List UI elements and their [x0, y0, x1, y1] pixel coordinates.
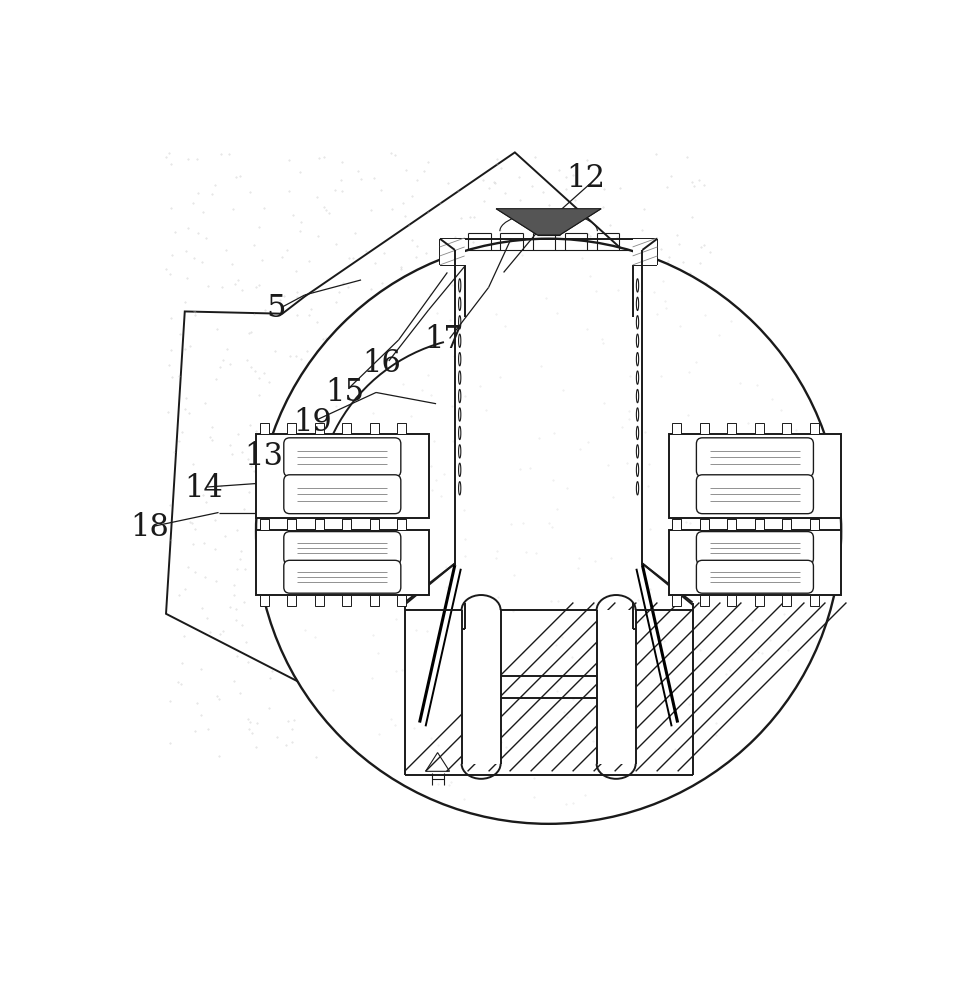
Bar: [370, 595, 378, 606]
Bar: [755, 423, 764, 434]
Bar: [782, 519, 792, 530]
FancyBboxPatch shape: [284, 438, 401, 477]
Bar: [259, 423, 269, 434]
Bar: [287, 423, 296, 434]
Bar: [343, 595, 351, 606]
Bar: [397, 595, 407, 606]
Bar: [370, 519, 378, 530]
Text: 18: 18: [130, 512, 169, 543]
Bar: [782, 518, 792, 528]
Bar: [673, 519, 681, 530]
Bar: [259, 518, 269, 528]
Polygon shape: [166, 152, 713, 760]
Bar: [700, 519, 709, 530]
Bar: [673, 595, 681, 606]
FancyBboxPatch shape: [696, 532, 813, 564]
Text: 15: 15: [325, 377, 364, 408]
Bar: [669, 434, 841, 518]
Bar: [700, 595, 709, 606]
Bar: [782, 595, 792, 606]
Bar: [315, 519, 324, 530]
FancyBboxPatch shape: [284, 532, 401, 564]
FancyBboxPatch shape: [696, 475, 813, 514]
FancyBboxPatch shape: [696, 560, 813, 593]
Bar: [343, 518, 351, 528]
Bar: [256, 434, 429, 518]
Bar: [287, 595, 296, 606]
Polygon shape: [633, 239, 657, 265]
Bar: [727, 518, 737, 528]
Text: 16: 16: [363, 348, 402, 379]
Bar: [259, 519, 269, 530]
Polygon shape: [439, 239, 465, 265]
Bar: [782, 423, 792, 434]
Bar: [810, 519, 819, 530]
Bar: [397, 519, 407, 530]
Polygon shape: [462, 610, 500, 764]
Bar: [315, 423, 324, 434]
Bar: [755, 595, 764, 606]
Text: 14: 14: [184, 473, 223, 504]
Bar: [370, 423, 378, 434]
FancyBboxPatch shape: [284, 560, 401, 593]
Bar: [287, 518, 296, 528]
Bar: [755, 519, 764, 530]
Bar: [370, 518, 378, 528]
Bar: [259, 595, 269, 606]
Bar: [673, 423, 681, 434]
Polygon shape: [596, 610, 636, 764]
Bar: [727, 519, 737, 530]
Bar: [810, 518, 819, 528]
Bar: [343, 519, 351, 530]
Bar: [343, 423, 351, 434]
Text: 13: 13: [244, 441, 283, 472]
Bar: [315, 595, 324, 606]
Bar: [700, 518, 709, 528]
Text: 17: 17: [424, 324, 463, 355]
Bar: [810, 595, 819, 606]
Bar: [673, 518, 681, 528]
Bar: [755, 518, 764, 528]
Bar: [287, 519, 296, 530]
Bar: [397, 518, 407, 528]
Bar: [700, 423, 709, 434]
Text: 5: 5: [266, 293, 286, 324]
Circle shape: [256, 239, 841, 824]
Bar: [315, 518, 324, 528]
FancyBboxPatch shape: [284, 475, 401, 514]
Polygon shape: [496, 209, 601, 235]
FancyBboxPatch shape: [696, 438, 813, 477]
Bar: [397, 423, 407, 434]
Bar: [727, 423, 737, 434]
Bar: [810, 423, 819, 434]
Text: 12: 12: [566, 163, 606, 194]
Bar: [669, 530, 841, 595]
Text: 19: 19: [293, 407, 332, 438]
Bar: [256, 530, 429, 595]
Bar: [727, 595, 737, 606]
